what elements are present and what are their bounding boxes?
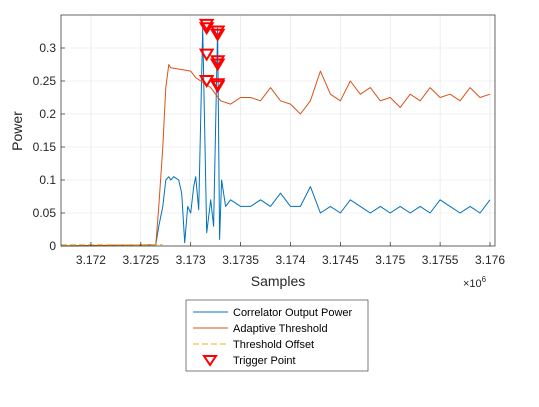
legend: Correlator Output Power Adaptive Thresho… bbox=[185, 299, 369, 372]
x-tick-label: 3.1755 bbox=[422, 253, 459, 267]
x-exponent-power: 6 bbox=[482, 275, 487, 284]
trigger-point-marker bbox=[198, 18, 215, 32]
x-tick-label: 3.172 bbox=[76, 253, 106, 267]
trigger-point-marker bbox=[209, 25, 226, 39]
trigger-point-marker bbox=[198, 48, 215, 62]
trigger-point-marker bbox=[209, 78, 226, 92]
grid-lines bbox=[61, 15, 495, 247]
series-trigger-point bbox=[198, 18, 226, 94]
x-tick-label: 3.1725 bbox=[122, 253, 159, 267]
y-tick-label: 0 bbox=[49, 239, 56, 253]
trigger-point-marker bbox=[209, 55, 226, 69]
trigger-point-marker bbox=[209, 28, 226, 42]
x-ticks: 3.172 3.1725 3.173 3.1735 3.174 3.1745 3.175 3.… bbox=[76, 242, 505, 267]
y-tick-label: 0.15 bbox=[33, 140, 57, 154]
series-layer bbox=[60, 18, 491, 247]
trigger-point-marker bbox=[198, 75, 215, 88]
trigger-point-marker bbox=[209, 58, 226, 72]
legend-label-trigger: Trigger Point bbox=[233, 355, 296, 367]
x-tick-label: 3.174 bbox=[275, 253, 305, 267]
y-tick-label: 0.3 bbox=[39, 41, 56, 55]
x-tick-label: 3.1735 bbox=[222, 253, 259, 267]
series-correlator-output-power bbox=[60, 27, 491, 247]
trigger-point-marker bbox=[209, 80, 226, 94]
plot-area-frame bbox=[60, 14, 496, 247]
trigger-point-marker bbox=[198, 22, 215, 36]
y-tick-label: 0.1 bbox=[39, 173, 56, 187]
y-tick-label: 0.25 bbox=[33, 74, 57, 88]
x-tick-label: 3.175 bbox=[375, 253, 405, 267]
series-adaptive-threshold bbox=[60, 64, 491, 247]
x-tick-label: 3.173 bbox=[176, 253, 206, 267]
series-line bbox=[60, 27, 491, 247]
x-tick-label: 3.176 bbox=[475, 253, 505, 267]
x-exponent-base: ×10 bbox=[463, 278, 482, 290]
x-axis-label: Samples bbox=[251, 273, 305, 289]
y-tick-label: 0.2 bbox=[39, 107, 56, 121]
y-axis-label: Power bbox=[9, 111, 25, 151]
legend-label-offset: Threshold Offset bbox=[233, 339, 314, 351]
legend-label-correlator: Correlator Output Power bbox=[233, 307, 353, 319]
y-tick-label: 0.05 bbox=[33, 206, 57, 220]
x-exponent: ×106 bbox=[463, 275, 487, 290]
x-tick-label: 3.1745 bbox=[322, 253, 359, 267]
y-ticks: 0 0.05 0.1 0.15 0.2 0.25 0.3 bbox=[33, 41, 65, 253]
series-line bbox=[60, 64, 491, 247]
legend-label-adaptive: Adaptive Threshold bbox=[233, 323, 328, 335]
legend-swatch-trigger bbox=[202, 355, 218, 367]
